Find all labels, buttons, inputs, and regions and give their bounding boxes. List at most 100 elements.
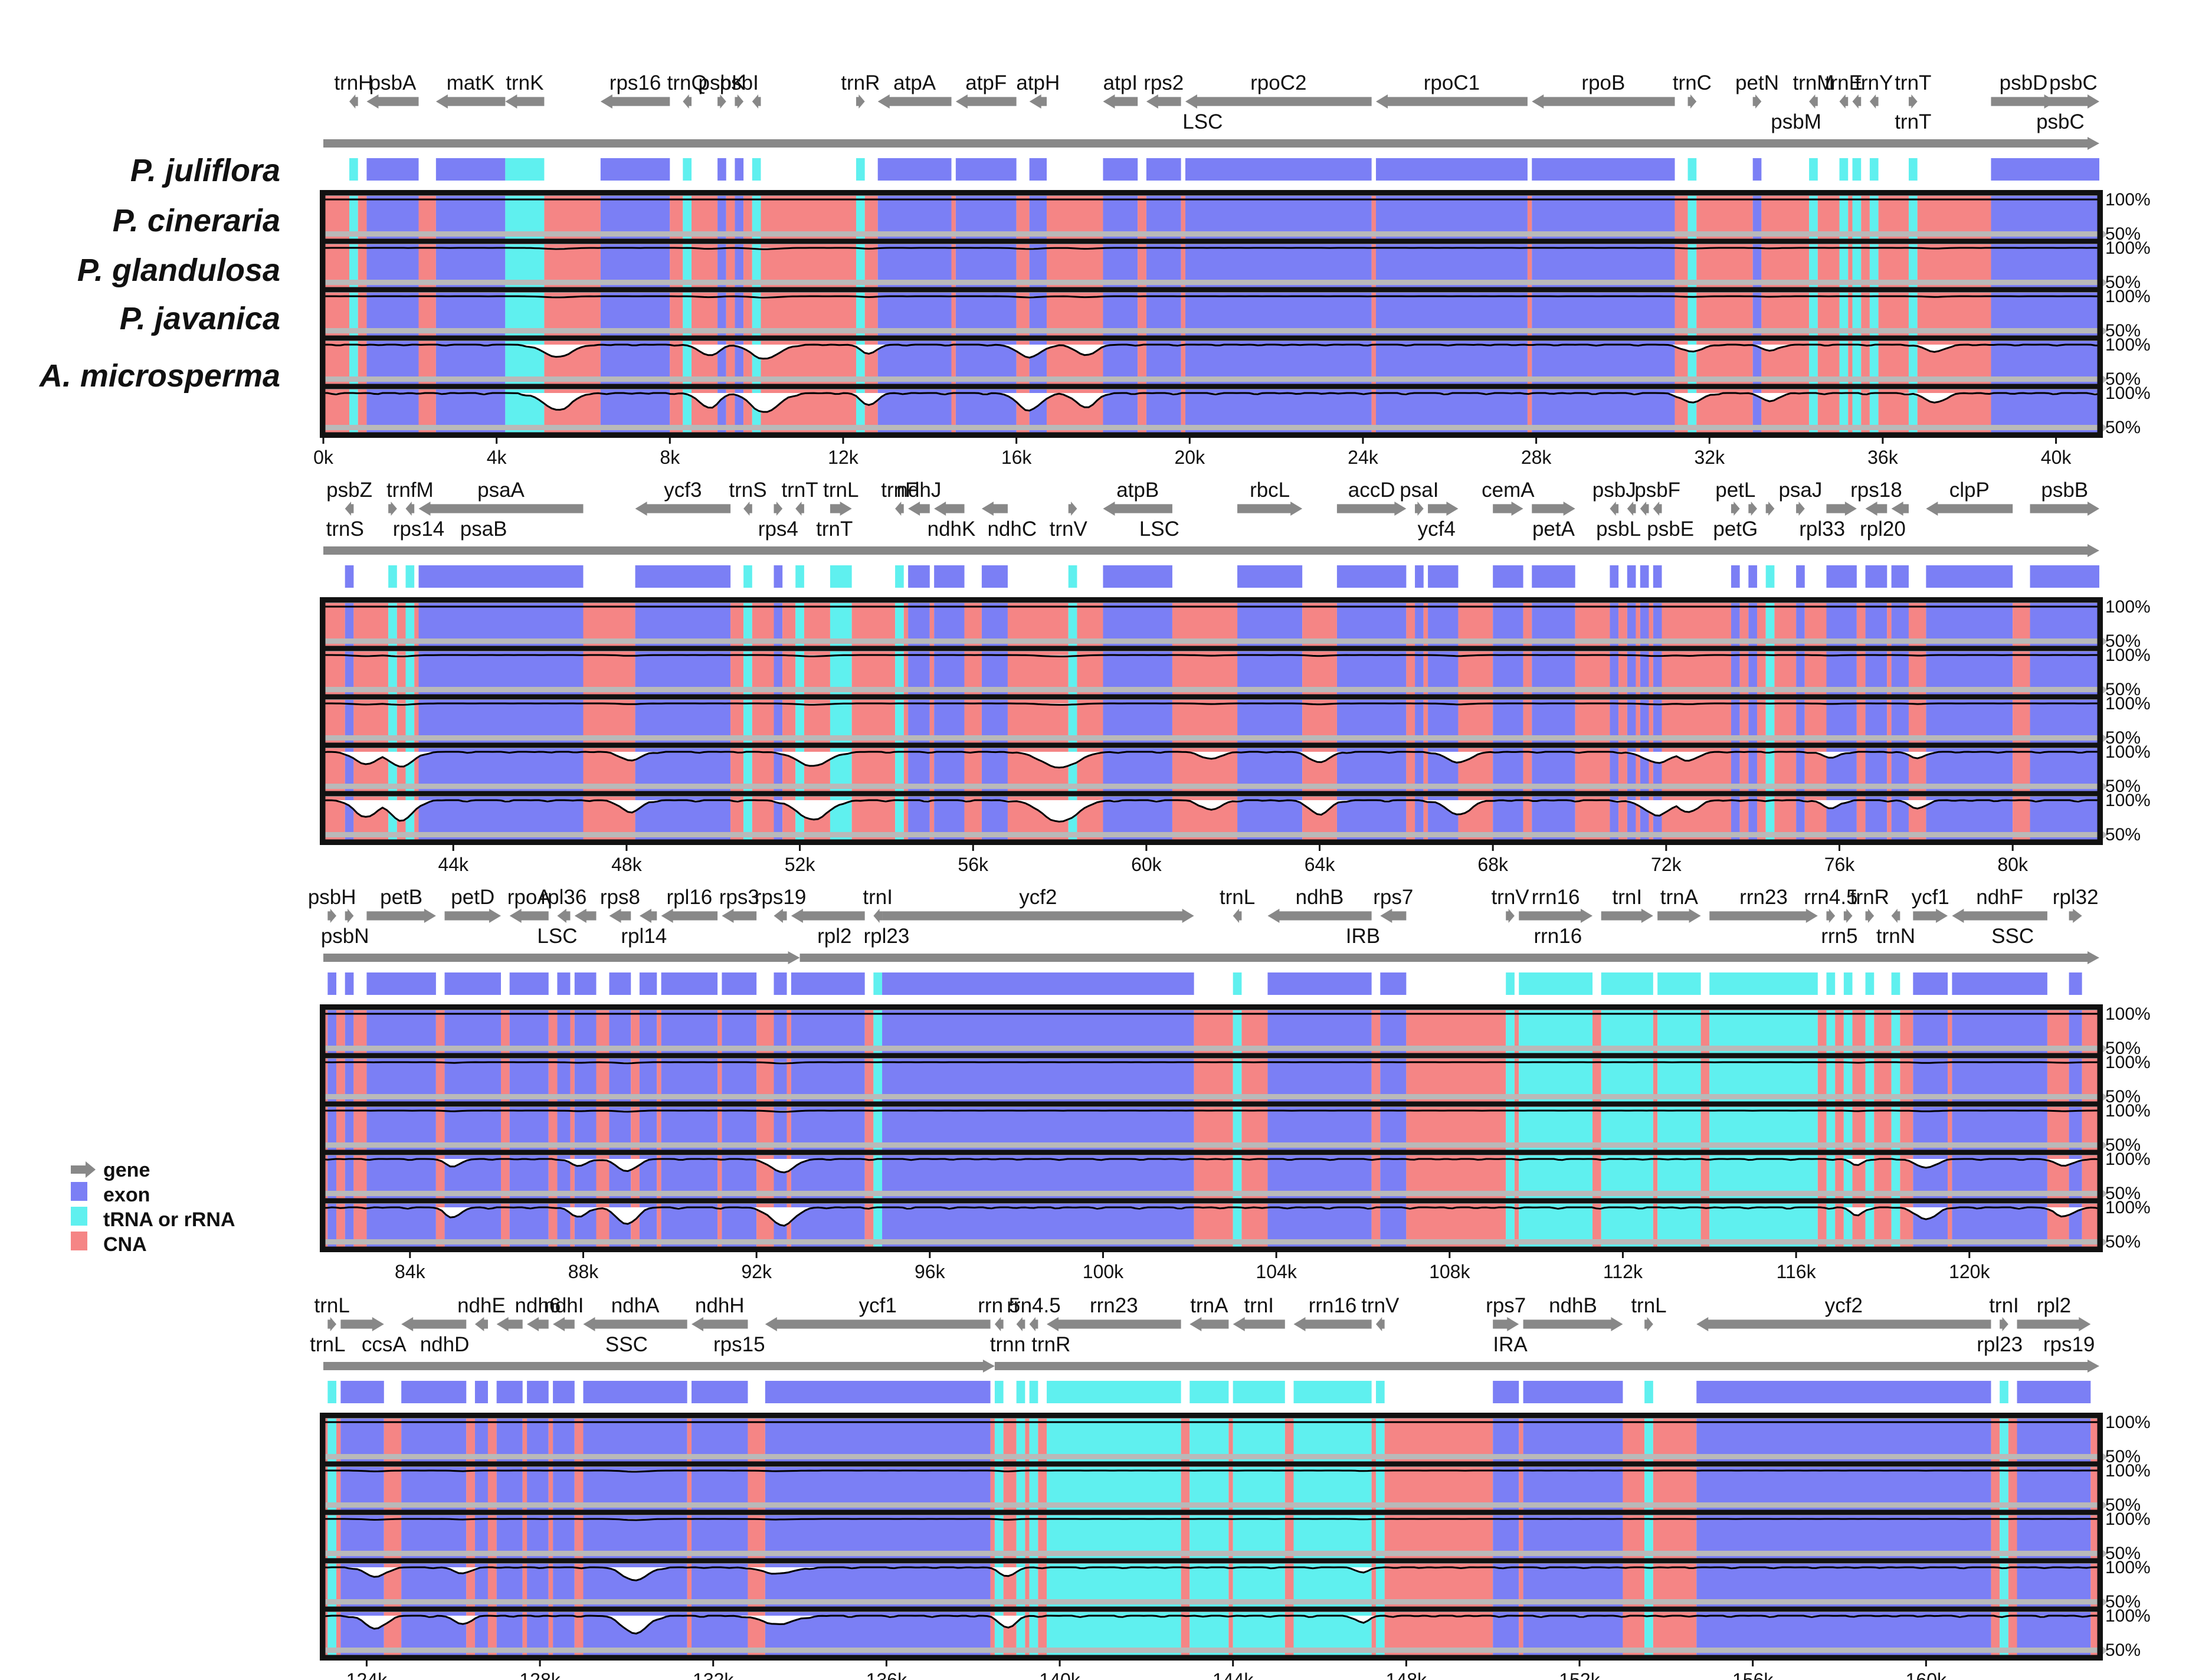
gene-arrow xyxy=(405,502,415,516)
identity-fill xyxy=(726,389,735,433)
identity-fill xyxy=(1284,1467,1294,1511)
identity-fill xyxy=(1640,603,1649,647)
identity-fill xyxy=(466,1467,475,1511)
annotation-band xyxy=(1991,158,2056,181)
annotation-band xyxy=(717,158,726,181)
identity-fill xyxy=(345,748,354,792)
identity-fill xyxy=(1233,1204,1242,1247)
identity-fill xyxy=(1406,797,1415,840)
percent-label-50: 50% xyxy=(2105,369,2141,389)
gene-label: rrn4.5 xyxy=(1007,1294,1060,1317)
identity-fill xyxy=(1375,1564,1385,1607)
identity-fill xyxy=(2008,1515,2017,1559)
gene-label: psbB xyxy=(2041,479,2088,502)
gene-arrow xyxy=(505,94,545,109)
gene-arrow xyxy=(2069,909,2082,923)
annotation-band xyxy=(1765,565,1775,588)
identity-fill xyxy=(1016,1467,1025,1511)
identity-fill xyxy=(1371,196,1376,240)
tick-label: 60k xyxy=(1131,854,1162,875)
identity-fill xyxy=(1748,797,1758,840)
baseline-bar xyxy=(323,1599,2099,1604)
identity-fill xyxy=(414,651,419,695)
identity-fill xyxy=(1900,1107,1913,1151)
identity-fill xyxy=(951,389,956,433)
identity-fill xyxy=(1731,797,1740,840)
annotation-band xyxy=(2017,1381,2091,1403)
gene-label: trnV xyxy=(1491,886,1529,909)
identity-fill xyxy=(1948,1010,1952,1054)
identity-fill xyxy=(596,1059,609,1102)
annotation-band xyxy=(1640,565,1649,588)
identity-fill xyxy=(405,603,415,647)
identity-fill xyxy=(2000,1467,2008,1511)
gene-arrow xyxy=(877,94,952,109)
identity-fill xyxy=(1527,244,1532,288)
gene-label: trnE xyxy=(1825,71,1863,94)
identity-fill xyxy=(1843,1059,1853,1102)
gene-arrow xyxy=(1523,1317,1623,1331)
identity-fill xyxy=(1796,700,1805,744)
identity-fill xyxy=(1181,293,1185,336)
identity-fill xyxy=(929,748,935,792)
percent-label-50: 50% xyxy=(2105,1039,2141,1058)
identity-fill xyxy=(670,341,683,385)
percent-label-50: 50% xyxy=(2105,1447,2141,1466)
region-arrow xyxy=(994,1360,2099,1373)
species-label-a-microsperma: A. microsperma xyxy=(38,358,280,394)
identity-fill xyxy=(1610,748,1619,792)
annotation-band xyxy=(1809,158,1818,181)
annotation-band xyxy=(609,972,631,995)
legend-exon-swatch xyxy=(71,1182,87,1201)
identity-fill xyxy=(1739,603,1749,647)
annotation-band xyxy=(557,972,571,995)
gene-arrow xyxy=(1493,502,1523,516)
region-label: psbE xyxy=(1647,518,1694,541)
identity-fill xyxy=(1519,1419,1523,1462)
identity-fill xyxy=(1809,293,1818,336)
identity-fill xyxy=(405,700,415,744)
percent-label-100: 100% xyxy=(2105,335,2151,355)
identity-fill xyxy=(388,603,397,647)
identity-curve xyxy=(323,295,2099,299)
gene-arrow xyxy=(1891,909,1900,923)
identity-fill xyxy=(1908,196,1918,240)
identity-fill xyxy=(1138,196,1146,240)
identity-fill xyxy=(1856,700,1866,744)
percent-label-100: 100% xyxy=(2105,694,2151,713)
identity-fill xyxy=(1674,244,1688,288)
identity-fill xyxy=(327,1515,337,1559)
identity-fill xyxy=(522,1467,527,1511)
gene-label: psbZ xyxy=(326,479,372,502)
region-label: rpl14 xyxy=(621,925,667,948)
tick-label: 24k xyxy=(1348,447,1379,468)
identity-fill xyxy=(1809,196,1818,240)
identity-fill xyxy=(735,341,744,385)
annotation-band xyxy=(1233,972,1242,995)
identity-fill xyxy=(1817,1155,1827,1199)
lane-2: 100% 50% xyxy=(321,238,2151,292)
identity-fill xyxy=(864,293,878,336)
annotation-band xyxy=(1644,1381,1653,1403)
identity-fill xyxy=(782,748,796,792)
percent-label-100: 100% xyxy=(2105,384,2151,403)
identity-fill xyxy=(1752,196,1762,240)
annotation-band xyxy=(856,158,865,181)
identity-fill xyxy=(903,700,909,744)
identity-fill xyxy=(1674,196,1688,240)
identity-fill xyxy=(596,1204,609,1247)
identity-fill xyxy=(336,1107,345,1151)
identity-fill xyxy=(1527,341,1532,385)
gene-label: ndhJ xyxy=(896,479,941,502)
identity-fill xyxy=(487,1419,497,1462)
identity-fill xyxy=(1653,651,1662,695)
identity-fill xyxy=(1817,1107,1827,1151)
identity-fill xyxy=(1839,196,1849,240)
gene-arrow xyxy=(1852,94,1862,109)
gene-label: trnA xyxy=(1190,1294,1228,1317)
tick-label: 48k xyxy=(611,854,643,875)
gene-label: rps3 xyxy=(719,886,759,909)
gene-label: rps19 xyxy=(755,886,807,909)
gene-arrow xyxy=(366,909,436,923)
identity-fill xyxy=(1371,1564,1376,1607)
